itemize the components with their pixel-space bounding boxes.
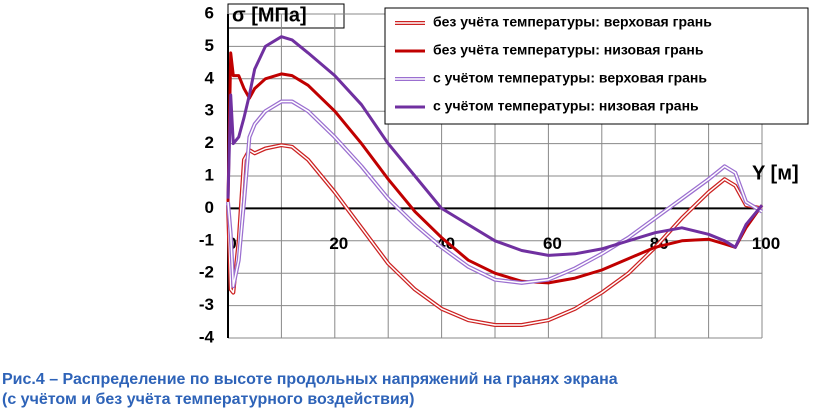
line-core	[227, 100, 763, 287]
y-tick-label: 6	[205, 3, 214, 22]
x-label-box	[748, 160, 812, 188]
y-tick-label: 0	[205, 198, 214, 217]
y-axis-label: σ [МПа]	[232, 4, 307, 26]
legend-label: с учётом температуры: верховая грань	[433, 70, 707, 86]
line	[226, 35, 764, 257]
caption: Рис.4 – Распределение по высоте продольн…	[2, 371, 618, 388]
caption: (с учётом и без учёта температурного воз…	[2, 391, 414, 408]
y-tick-label: 2	[205, 133, 214, 152]
y-tick-label: 3	[205, 101, 214, 120]
y-tick-label: -1	[199, 230, 214, 249]
legend-label: без учёта температуры: верховая грань	[433, 14, 712, 30]
y-tick-label: -2	[199, 263, 214, 282]
y-tick-label: -4	[199, 327, 215, 346]
x-axis-label: Y [м]	[752, 162, 799, 184]
legend-box	[384, 7, 809, 125]
y-tick-label: 5	[205, 36, 214, 55]
x-tick-label: 100	[752, 234, 780, 253]
x-tick-label: 60	[543, 234, 562, 253]
y-tick-label: 1	[205, 165, 214, 184]
legend-label: без учёта температуры: низовая грань	[433, 42, 704, 58]
x-tick-label: 20	[329, 234, 348, 253]
y-tick-label: -3	[199, 295, 214, 314]
y-tick-label: 4	[205, 68, 215, 87]
legend-label: с учётом температуры: низовая грань	[433, 98, 699, 114]
